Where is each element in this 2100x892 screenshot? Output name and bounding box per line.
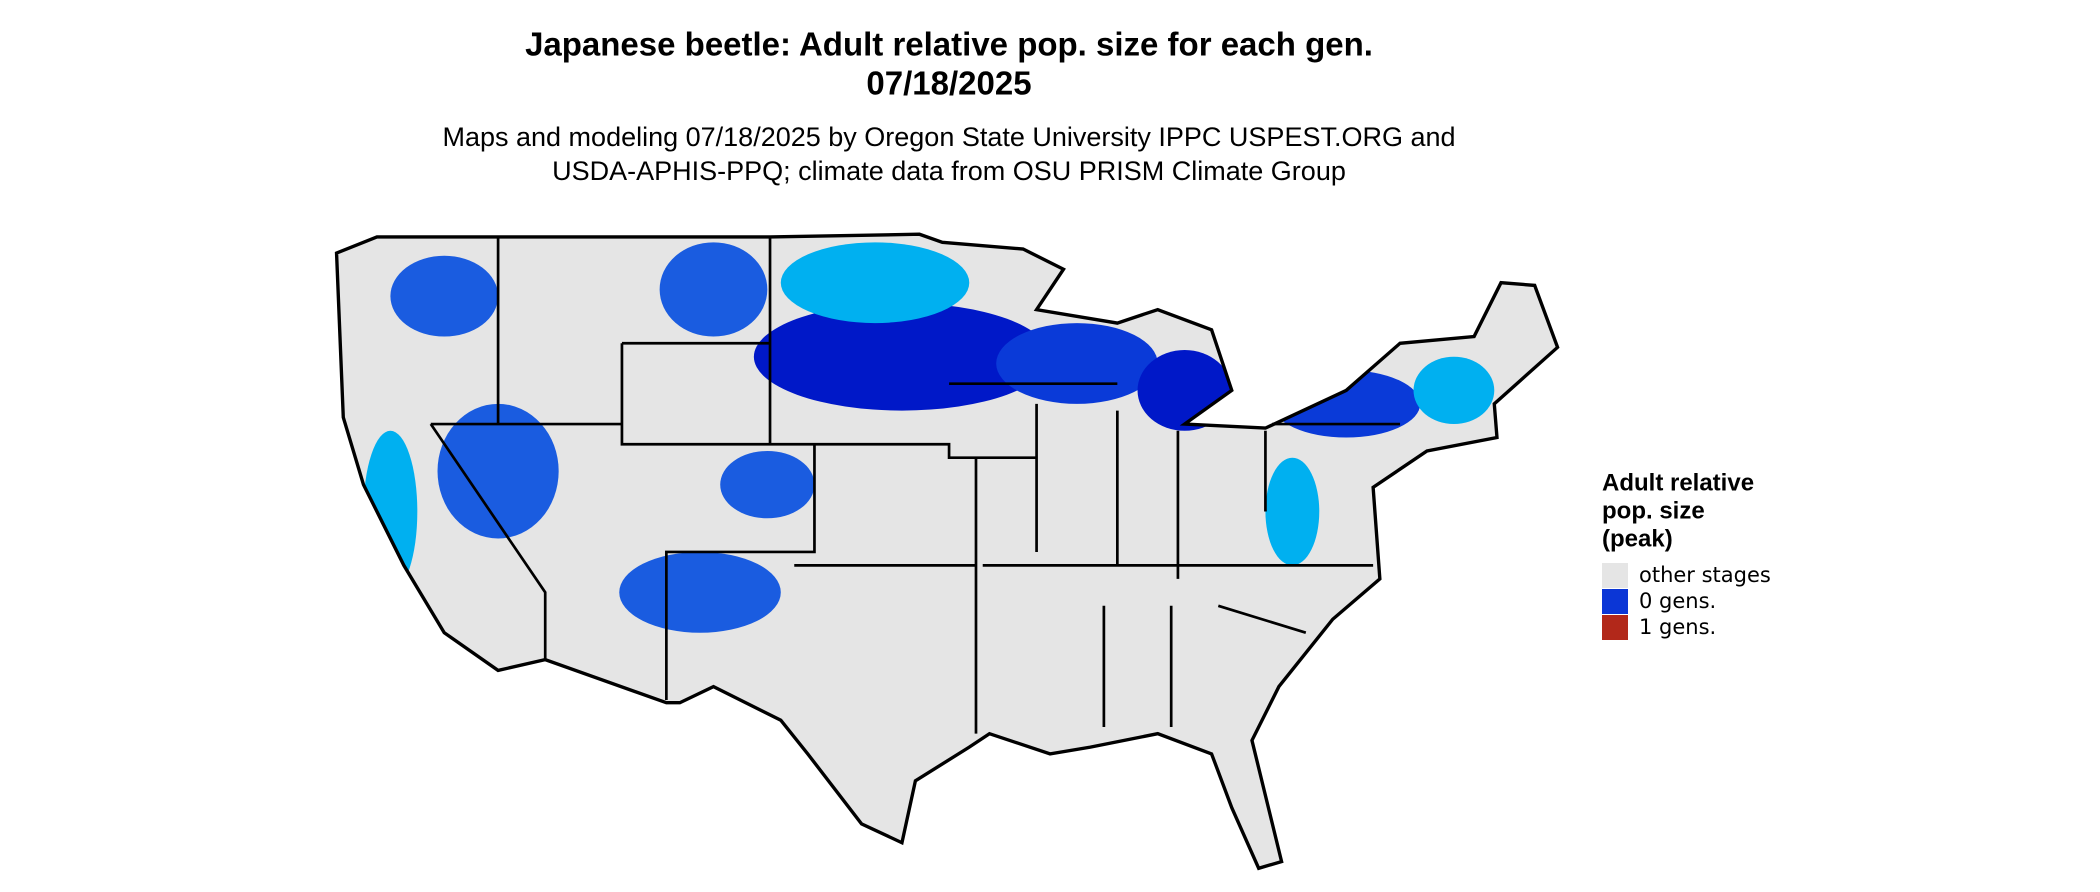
legend-label: other stages [1639, 563, 1771, 587]
legend-label: 0 gens. [1639, 589, 1716, 613]
state-lines [429, 236, 1401, 734]
map [334, 232, 1560, 870]
legend-label: 1 gens. [1639, 615, 1716, 639]
subtitle: USDA-APHIS-PPQ; climate data from OSU PR… [552, 156, 1346, 186]
legend-swatch [1602, 615, 1628, 640]
legend-swatch [1602, 563, 1628, 588]
legend-title: Adult relative [1602, 469, 1754, 496]
legend-title: (peak) [1602, 525, 1673, 552]
legend-title: pop. size [1602, 497, 1705, 524]
population-areas [363, 242, 1495, 633]
legend-swatch [1602, 589, 1628, 614]
title-date: 07/18/2025 [866, 65, 1031, 102]
subtitle: Maps and modeling 07/18/2025 by Oregon S… [442, 122, 1455, 152]
title: Japanese beetle: Adult relative pop. siz… [525, 26, 1373, 63]
